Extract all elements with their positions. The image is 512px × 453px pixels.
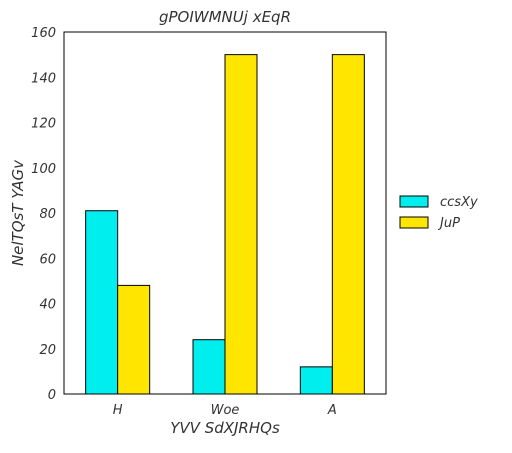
y-tick-label: 40 — [39, 298, 56, 313]
bar-JuP-A — [331, 54, 365, 395]
plot-frame — [63, 31, 387, 395]
bars-group — [85, 54, 365, 395]
chart-title: gPOIWMNUj xEqR — [159, 8, 291, 26]
y-axis-label: NelTQsT YAGv — [9, 159, 27, 266]
y-tick-label: 20 — [39, 343, 56, 358]
y-tick-label: 100 — [31, 162, 56, 177]
y-tick-label: 160 — [31, 26, 56, 41]
bar-JuP-Woe — [224, 54, 258, 395]
x-tick-label: Woe — [211, 403, 240, 418]
y-tick-label: 80 — [39, 207, 56, 222]
legend-swatch-ccsXy — [399, 195, 429, 208]
bar-JuP-H — [117, 284, 151, 395]
legend-label: ccsXy — [440, 195, 478, 210]
x-tick-label: A — [327, 403, 337, 418]
y-tick-label: 140 — [31, 71, 56, 86]
bar-ccsXy-A — [299, 366, 333, 395]
bar-ccsXy-H — [85, 210, 119, 395]
y-axis-ticks: 0 20 40 60 80 100 120 140 160 — [31, 26, 56, 403]
legend-swatch-JuP — [399, 216, 429, 229]
x-tick-label: H — [113, 403, 123, 418]
legend: ccsXy JuP — [399, 195, 478, 231]
y-tick-label: 60 — [39, 252, 56, 267]
x-axis-label: YVV SdXJRHQs — [170, 419, 280, 437]
legend-label: JuP — [437, 216, 460, 231]
y-tick-label: 0 — [48, 388, 56, 403]
y-tick-label: 120 — [31, 117, 56, 132]
x-axis-ticks: H Woe A — [113, 403, 337, 418]
bar-ccsXy-Woe — [192, 339, 226, 395]
